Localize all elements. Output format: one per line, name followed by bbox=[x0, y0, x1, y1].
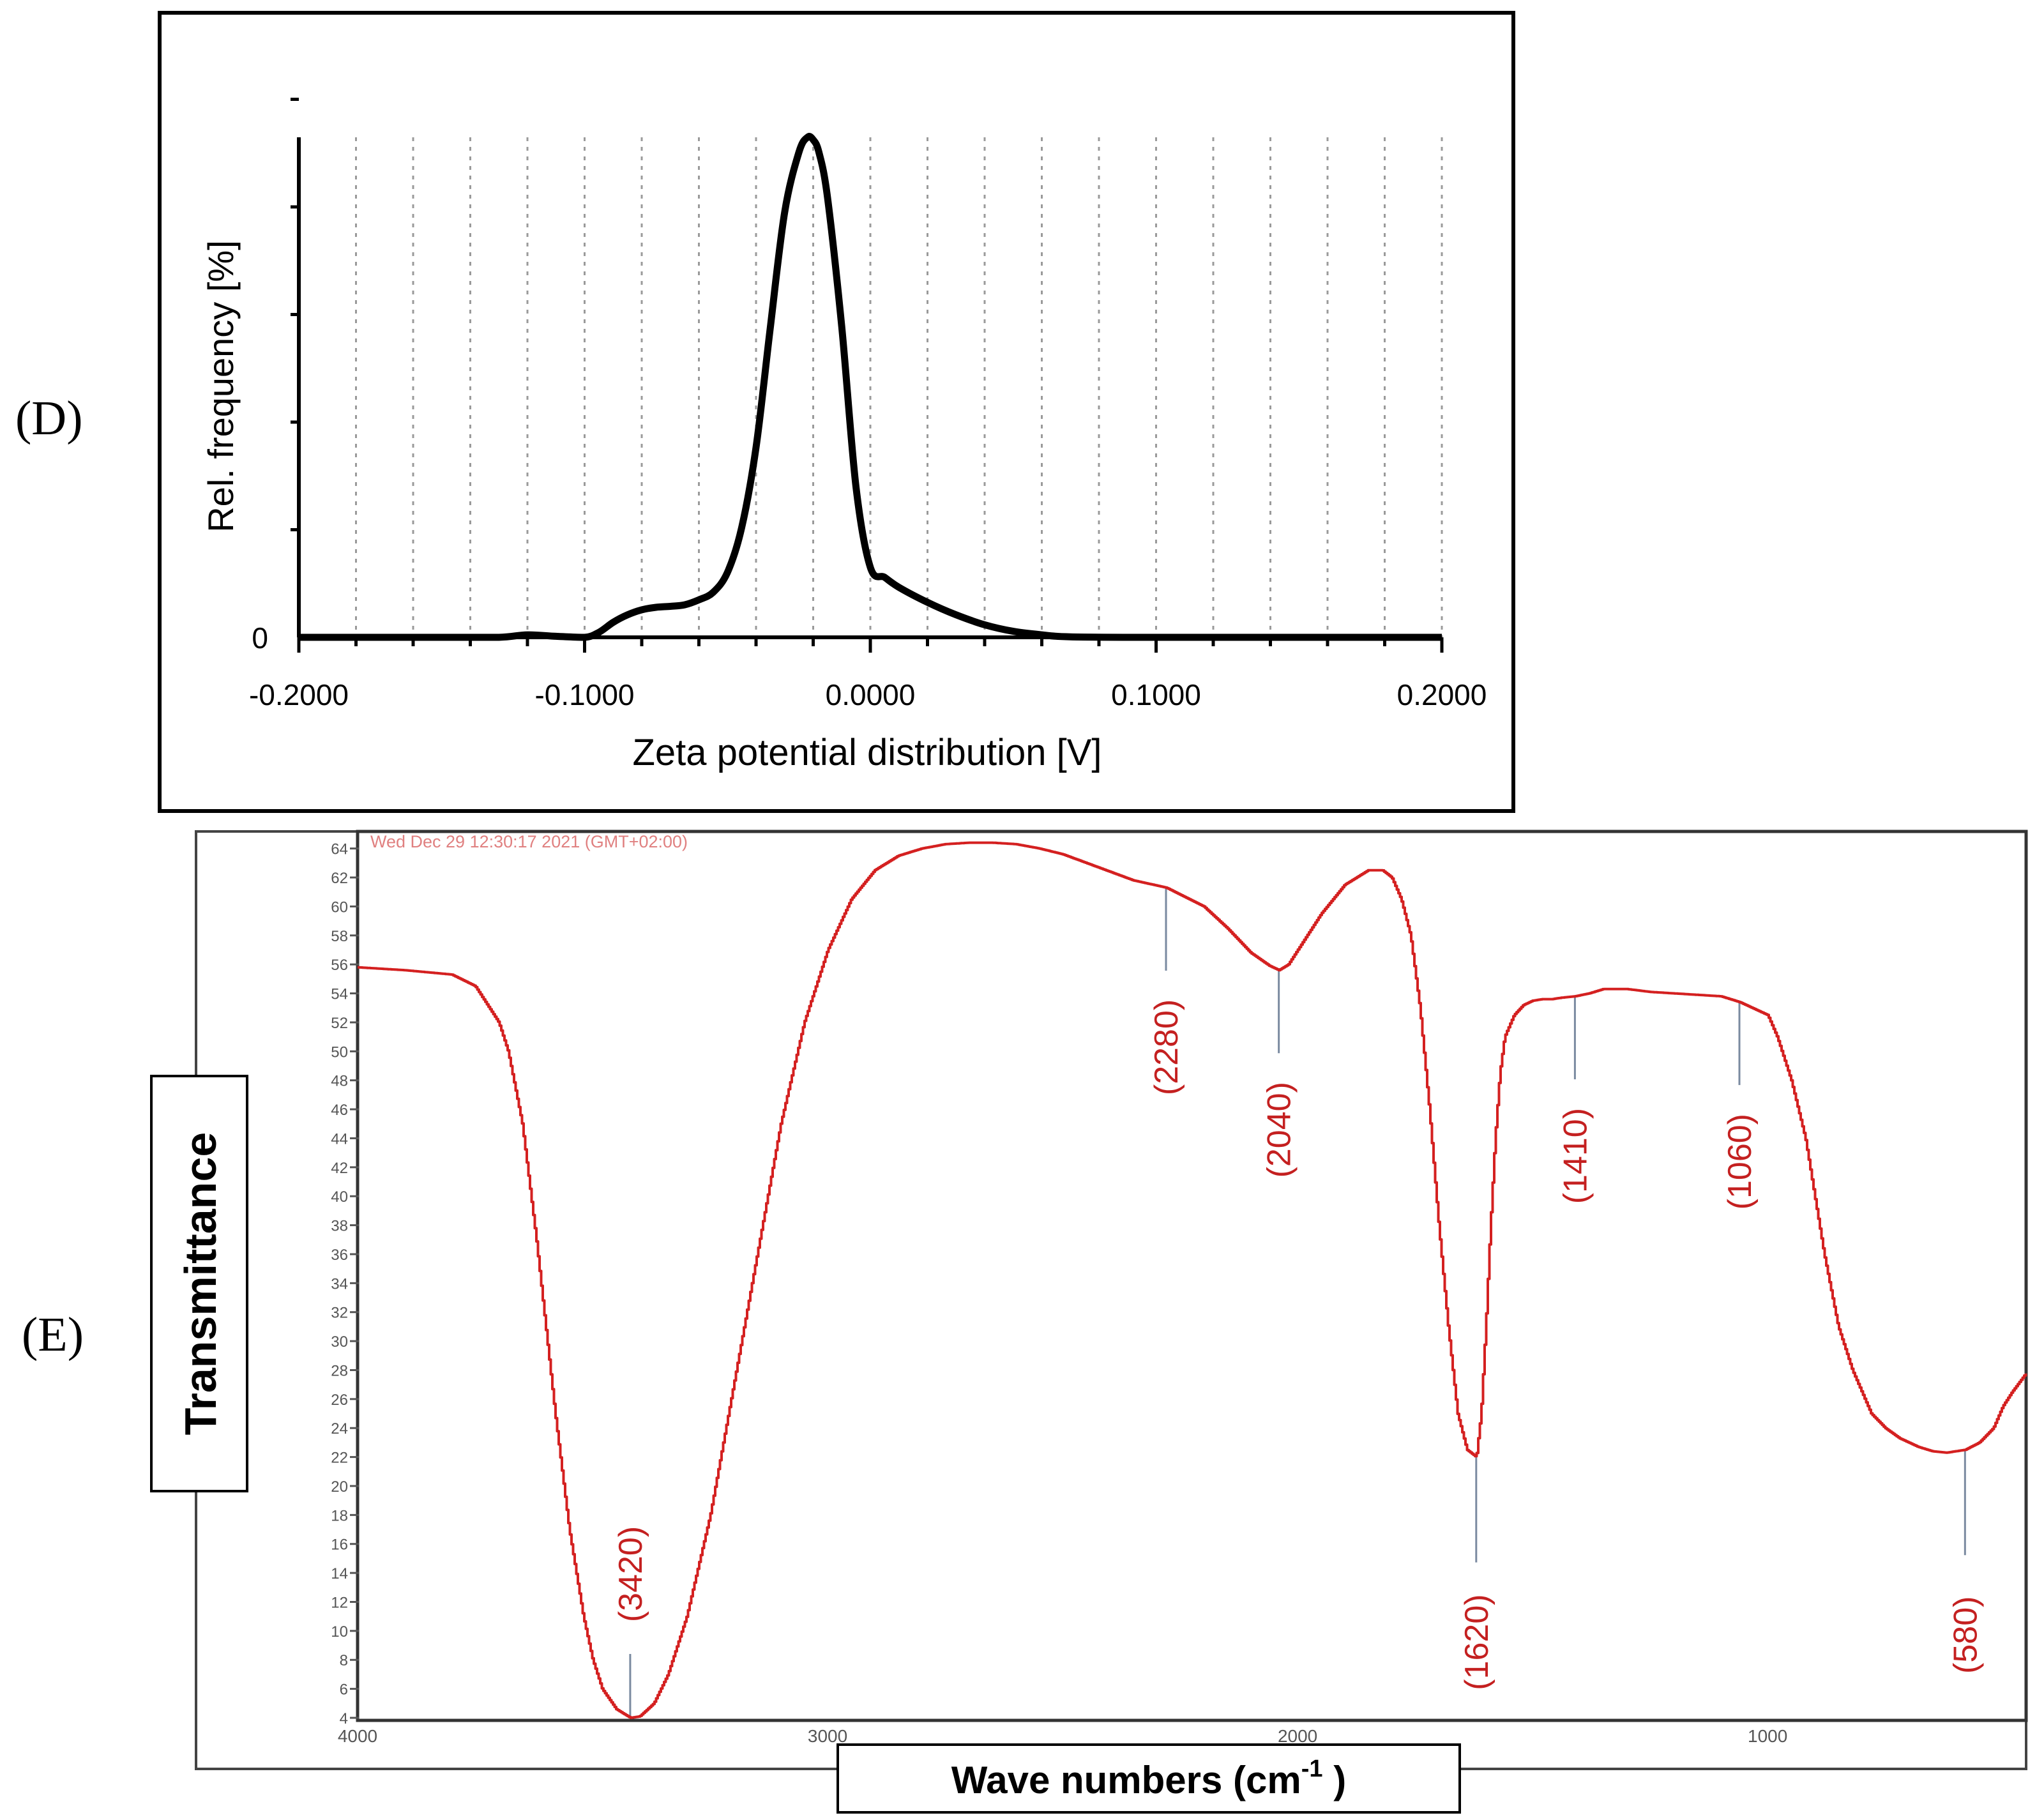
ftir-x-tick-label: 1000 bbox=[1748, 1726, 1787, 1746]
ftir-y-tick-label: 4 bbox=[340, 1710, 348, 1727]
ftir-y-tick-label: 42 bbox=[331, 1160, 348, 1177]
zeta-chart: -0.2000 -0.1000 0.0000 0.1000 0.2000 0 Zeta … bbox=[158, 11, 1515, 813]
ftir-y-tick-label: 40 bbox=[331, 1188, 348, 1206]
ftir-y-tick-label: 52 bbox=[331, 1015, 348, 1032]
ftir-y-tick-label: 6 bbox=[340, 1681, 348, 1699]
ftir-y-tick-label: 30 bbox=[331, 1333, 348, 1351]
panel-label-e: (E) bbox=[22, 1308, 84, 1361]
ftir-y-tick-label: 48 bbox=[331, 1073, 348, 1090]
zeta-frame bbox=[158, 11, 1515, 813]
ftir-y-label-box bbox=[150, 1075, 248, 1492]
ftir-y-tick-label: 20 bbox=[331, 1478, 348, 1496]
zeta-series-line bbox=[299, 133, 1442, 641]
ftir-x-label-box bbox=[837, 1743, 1461, 1814]
ftir-y-tick-label: 56 bbox=[331, 957, 348, 974]
ftir-y-tick-label: 14 bbox=[331, 1565, 348, 1582]
ftir-y-tick-label: 24 bbox=[331, 1420, 348, 1437]
ftir-chart: 4681012141618202224262830323436384042444… bbox=[150, 830, 2028, 1814]
ftir-annotation-label: (3420) bbox=[612, 1526, 649, 1622]
ftir-peak-annotations: (3420) (2280) (2040) (1620) (1410) (1060) (580… bbox=[612, 887, 1984, 1718]
zeta-y-axis-label: Rel. frequency [%] bbox=[201, 240, 241, 533]
ftir-y-tick-label: 18 bbox=[331, 1507, 348, 1524]
ftir-y-tick-label: 28 bbox=[331, 1362, 348, 1379]
ftir-y-tick-label: 10 bbox=[331, 1623, 348, 1641]
zeta-x-tick-label: -0.1000 bbox=[534, 678, 634, 711]
ftir-y-tick-label: 12 bbox=[331, 1594, 348, 1611]
ftir-annotation-label: (580) bbox=[1947, 1596, 1984, 1674]
ftir-annotation-label: (1620) bbox=[1458, 1594, 1495, 1690]
ftir-x-tick-label: 4000 bbox=[338, 1726, 377, 1746]
ftir-y-tick-label: 58 bbox=[331, 928, 348, 945]
ftir-annotation-label: (2040) bbox=[1261, 1082, 1298, 1178]
ftir-x-tick-label: 3000 bbox=[808, 1726, 847, 1746]
ftir-y-tick-label: 38 bbox=[331, 1218, 348, 1235]
ftir-y-tick-label: 8 bbox=[340, 1652, 348, 1669]
ftir-y-tick-label: 60 bbox=[331, 899, 348, 916]
ftir-plot-frame bbox=[356, 830, 2028, 1722]
ftir-y-tick-label: 46 bbox=[331, 1102, 348, 1119]
ftir-y-tick-label: 44 bbox=[331, 1130, 348, 1148]
ftir-y-tick-label: 50 bbox=[331, 1043, 348, 1061]
ftir-x-tick-label: 2000 bbox=[1278, 1726, 1317, 1746]
ftir-y-tick-label: 54 bbox=[331, 986, 348, 1003]
ftir-y-tick-label: 32 bbox=[331, 1305, 348, 1322]
ftir-annotation-label: (2280) bbox=[1148, 999, 1185, 1095]
ftir-annotation-label: (1060) bbox=[1722, 1114, 1759, 1210]
ftir-y-axis-label: Transmittance bbox=[176, 1132, 225, 1436]
ftir-y-tick-label: 62 bbox=[331, 870, 348, 887]
zeta-x-tick-label: -0.2000 bbox=[249, 678, 349, 711]
ftir-y-tick-label: 64 bbox=[331, 841, 348, 858]
ftir-y-tick-label: 34 bbox=[331, 1275, 348, 1293]
zeta-x-tick-label: 0.1000 bbox=[1111, 678, 1201, 711]
zeta-x-tick-label: 0.2000 bbox=[1397, 678, 1487, 711]
ftir-x-tick-labels: 4000 3000 2000 1000 bbox=[338, 1726, 1787, 1746]
zeta-x-tick-labels: -0.2000 -0.1000 0.0000 0.1000 0.2000 bbox=[249, 678, 1487, 711]
ftir-x-axis-label: Wave numbers (cm-1 ) bbox=[951, 1756, 1346, 1801]
zeta-grid bbox=[355, 137, 1443, 637]
zeta-x-tick-label: 0.0000 bbox=[826, 678, 916, 711]
ftir-timestamp: Wed Dec 29 12:30:17 2021 (GMT+02:00) bbox=[370, 832, 688, 851]
ftir-y-ticks: 4681012141618202224262830323436384042444… bbox=[331, 841, 359, 1727]
ftir-y-tick-label: 26 bbox=[331, 1392, 348, 1409]
zeta-y-tick-label-0: 0 bbox=[252, 621, 268, 655]
ftir-y-tick-label: 36 bbox=[331, 1247, 348, 1264]
zeta-x-axis-label: Zeta potential distribution [V] bbox=[632, 732, 1101, 773]
ftir-annotation-label: (1410) bbox=[1557, 1108, 1594, 1204]
ftir-series-line bbox=[358, 841, 2027, 1719]
ftir-outer-frame bbox=[195, 830, 2027, 1770]
ftir-y-tick-label: 16 bbox=[331, 1536, 348, 1554]
zeta-y-ticks bbox=[291, 98, 299, 531]
panel-label-d: (D) bbox=[15, 391, 83, 445]
ftir-y-tick-label: 22 bbox=[331, 1450, 348, 1467]
